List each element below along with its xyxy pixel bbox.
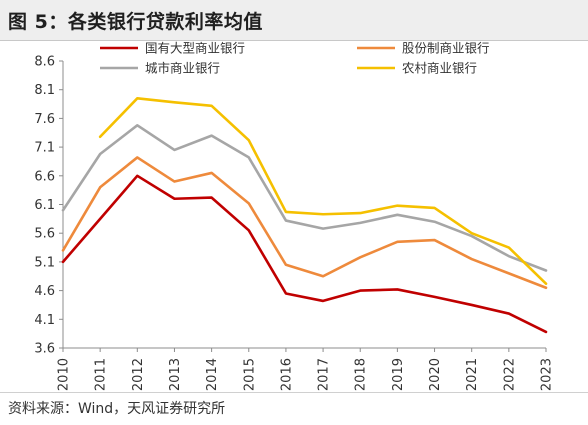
chart-title: 图 5：各类银行贷款利率均值 [8,11,263,33]
y-tick-label: 6.6 [34,169,55,184]
legend-label: 农村商业银行 [402,61,477,76]
x-tick-label: 2020 [428,358,443,391]
legend-label: 城市商业银行 [145,61,220,76]
series-line-2 [61,156,548,290]
source-note: 资料来源：Wind，天风证券研究所 [8,401,226,417]
x-tick-label: 2011 [94,358,109,391]
x-tick-label: 2016 [279,358,294,391]
series-line-1 [61,174,548,334]
x-tick-label: 2023 [540,358,555,391]
x-tick-label: 2017 [317,358,332,391]
legend-label: 股份制商业银行 [402,41,490,56]
x-tick-label: 2014 [205,358,220,391]
x-tick-label: 2012 [131,358,146,391]
x-tick-label: 2019 [391,358,406,391]
legend-label: 国有大型商业银行 [145,41,245,56]
x-tick-label: 2010 [57,358,72,391]
series-layer [61,97,548,334]
x-tick-label: 2013 [168,358,183,391]
y-tick-label: 7.6 [34,112,55,127]
footer-divider [0,392,588,393]
y-tick-label: 3.6 [34,342,55,357]
title-bar: 图 5：各类银行贷款利率均值 [0,0,588,41]
series-line-4 [98,97,548,286]
y-tick-label: 7.1 [34,141,55,156]
y-tick-label: 4.1 [34,313,55,328]
y-tick-label: 4.6 [34,284,55,299]
y-tick-label: 6.1 [34,198,55,213]
x-tick-label: 2018 [354,358,369,391]
series-line-3 [61,123,548,272]
y-tick-label: 8.1 [34,83,55,98]
y-tick-label: 5.1 [34,255,55,270]
x-tick-label: 2021 [465,358,480,391]
y-tick-label: 5.6 [34,227,55,242]
x-tick-label: 2015 [242,358,257,391]
x-tick-label: 2022 [502,358,517,391]
y-tick-label: 8.6 [34,55,55,70]
